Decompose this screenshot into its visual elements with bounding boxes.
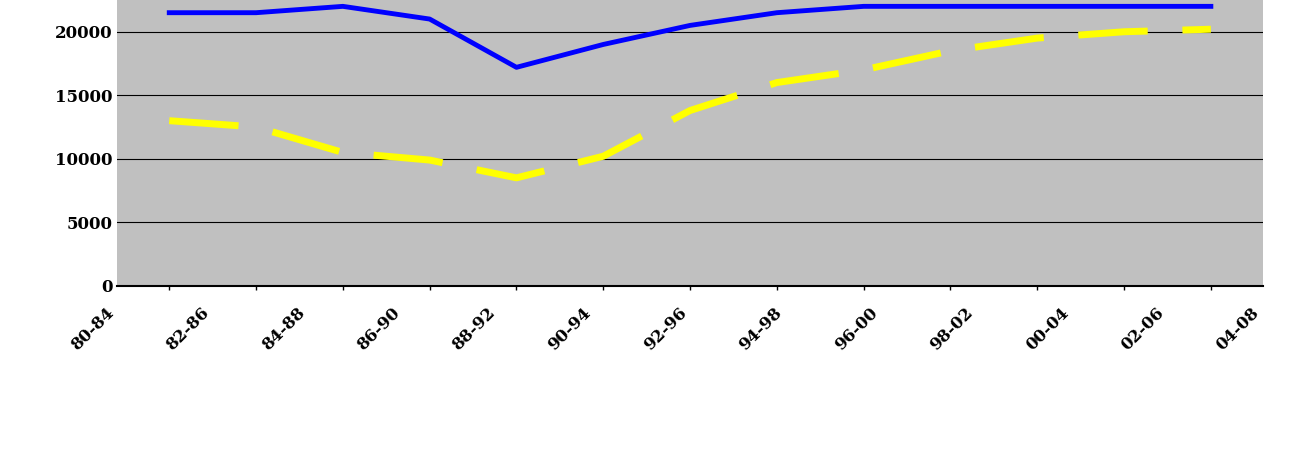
Text: 84-88: 84-88 (259, 304, 309, 354)
Text: 82-86: 82-86 (163, 304, 212, 354)
Text: 02-06: 02-06 (1118, 304, 1168, 354)
Text: 00-04: 00-04 (1022, 304, 1072, 354)
Text: 96-00: 96-00 (832, 304, 881, 354)
Text: 80-84: 80-84 (68, 304, 117, 354)
Text: 86-90: 86-90 (354, 304, 404, 354)
Text: 88-92: 88-92 (449, 304, 499, 354)
Text: 92-96: 92-96 (641, 304, 690, 354)
Text: 98-02: 98-02 (927, 304, 976, 354)
Text: 90-94: 90-94 (546, 304, 595, 354)
Text: 94-98: 94-98 (736, 304, 785, 354)
Text: 04-08: 04-08 (1213, 304, 1263, 354)
